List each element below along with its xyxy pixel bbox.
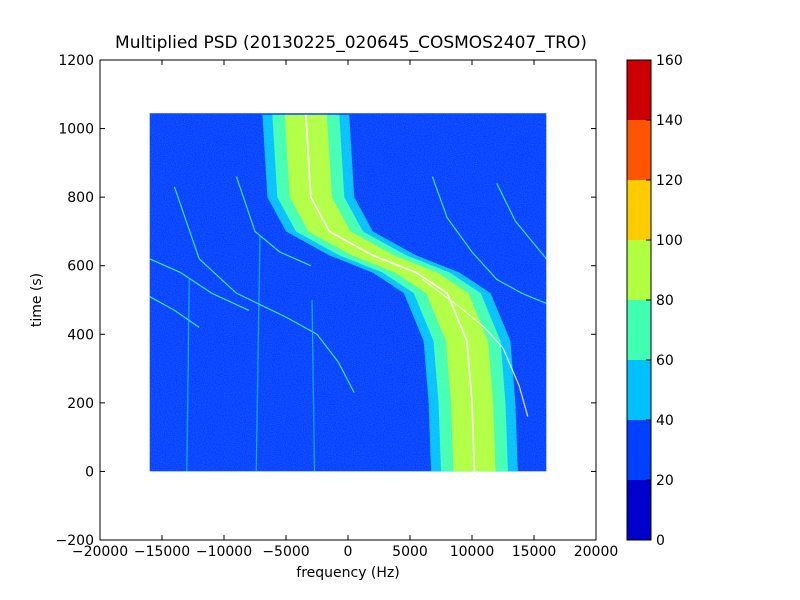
y-tick-label: 600: [67, 259, 94, 275]
y-tick-label: 200: [67, 396, 94, 412]
colorbar: 0 20 40 60 80 100 120 140 160: [626, 53, 683, 549]
y-tick-label: 0: [85, 464, 94, 480]
colorbar-segment: [627, 60, 651, 120]
x-tick-label: 0: [344, 544, 353, 560]
colorbar-tick-label: 60: [656, 353, 674, 369]
colorbar-segment: [627, 360, 651, 420]
colorbar-segment: [627, 480, 651, 540]
noise-speckle: [149, 113, 547, 472]
colorbar-tick-label: 20: [656, 473, 674, 489]
colorbar-segment: [627, 420, 651, 480]
colorbar-segment: [627, 120, 651, 180]
x-axis-label: frequency (Hz): [296, 565, 399, 581]
x-tick-label: 20000: [574, 544, 619, 560]
x-tick-label: −5000: [262, 544, 309, 560]
colorbar-tick-label: 40: [656, 413, 674, 429]
x-tick-label: −10000: [196, 544, 252, 560]
x-tick-label: −20000: [72, 544, 128, 560]
colorbar-segment: [627, 180, 651, 240]
y-tick-label: 1200: [58, 53, 94, 69]
heatmap-layer: [149, 113, 547, 472]
x-tick-label: 5000: [392, 544, 428, 560]
y-tick-label: 400: [67, 327, 94, 343]
y-axis-label: time (s): [29, 273, 45, 327]
colorbar-tick-label: 120: [656, 173, 683, 189]
colorbar-tick-label: 80: [656, 293, 674, 309]
colorbar-tick-label: 0: [656, 533, 665, 549]
x-tick-label: −15000: [134, 544, 190, 560]
y-axis-ticks: −200 0 200 400 600 800 1000 1200: [56, 53, 596, 549]
colorbar-tick-label: 160: [656, 53, 683, 69]
plot-area: −20000 −15000 −10000 −5000 0 5000 10000 15000 20…: [56, 53, 619, 560]
colorbar-segment: [627, 240, 651, 300]
y-tick-label: 800: [67, 190, 94, 206]
chart-title: Multiplied PSD (20130225_020645_COSMOS24…: [115, 33, 587, 53]
y-tick-label: 1000: [58, 122, 94, 138]
x-axis-ticks: −20000 −15000 −10000 −5000 0 5000 10000 15000 20…: [72, 60, 618, 560]
x-tick-label: 15000: [512, 544, 557, 560]
x-tick-label: 10000: [450, 544, 495, 560]
colorbar-tick-label: 140: [656, 113, 683, 129]
colorbar-tick-label: 100: [656, 233, 683, 249]
y-tick-label: −200: [56, 533, 94, 549]
colorbar-segment: [627, 300, 651, 360]
